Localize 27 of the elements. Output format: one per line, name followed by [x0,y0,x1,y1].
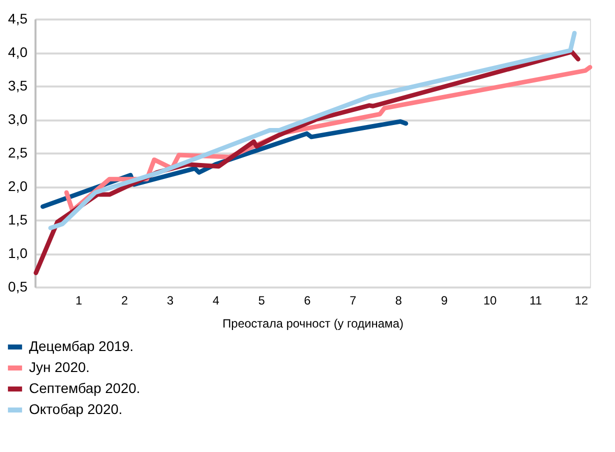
x-tick-label: 3 [166,294,174,308]
y-tick-label: 3,5 [8,78,28,94]
legend-label: Јун 2020. [29,359,90,375]
x-tick-label: 8 [395,294,402,308]
y-tick-label: 1,0 [8,245,28,261]
x-tick-label: 2 [121,294,128,308]
y-tick-label: 4,0 [8,44,28,60]
x-tick-label: 11 [529,294,542,308]
y-tick-label: 1,5 [8,212,28,228]
x-tick-label: 7 [350,294,357,308]
x-tick-label: 6 [304,294,311,308]
y-tick-label: 4,5 [8,10,28,26]
line-series [48,30,577,230]
x-tick-label: 10 [483,294,497,308]
x-tick-label: 5 [258,294,266,308]
x-tick-label: 1 [76,294,83,308]
legend-label: Децембар 2019. [29,338,134,354]
x-tick-label: 12 [574,294,588,308]
x-axis-title: Преостала рочност (у годинама) [222,316,404,330]
x-tick-label: 4 [212,294,220,308]
y-tick-label: 0,5 [8,278,28,294]
y-tick-label: 2,0 [8,178,28,194]
legend-label: Септембар 2020. [29,380,140,396]
y-tick-label: 3,0 [8,111,28,127]
y-tick-label: 2,5 [8,144,28,160]
legend-label: Октобар 2020. [29,401,122,417]
x-tick-label: 9 [440,294,448,308]
